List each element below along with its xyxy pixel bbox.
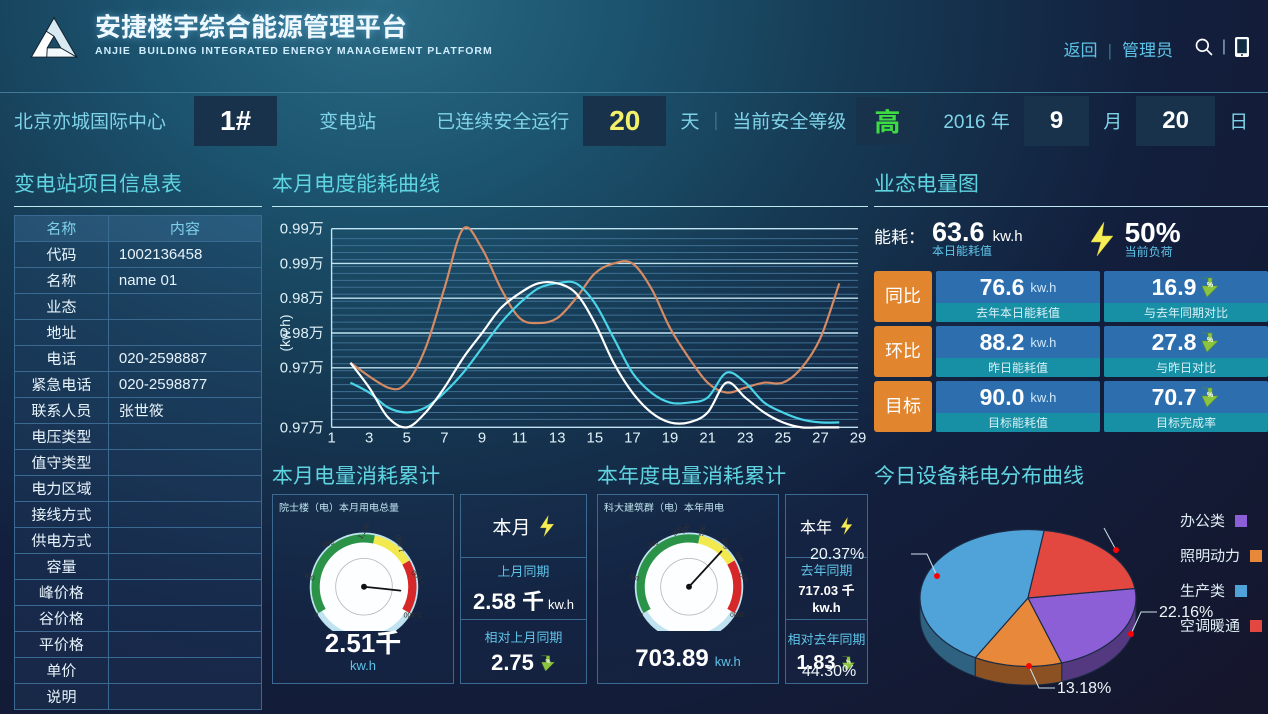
svg-text:500: 500 <box>698 524 708 537</box>
svg-text:%: % <box>1207 392 1214 399</box>
svg-text:3: 3 <box>365 430 373 446</box>
svg-text:1000: 1000 <box>730 611 745 618</box>
svg-text:11: 11 <box>512 430 527 446</box>
svg-text:7: 7 <box>440 430 448 446</box>
svg-text:0.97万: 0.97万 <box>280 361 324 377</box>
svg-text:5: 5 <box>403 430 411 446</box>
svg-text:%: % <box>1207 337 1214 344</box>
svg-text:%: % <box>545 659 550 665</box>
svg-text:27: 27 <box>812 430 829 446</box>
svg-text:0: 0 <box>636 612 644 619</box>
svg-text:19: 19 <box>662 430 679 446</box>
svg-text:13: 13 <box>549 430 566 446</box>
svg-text:20.37%: 20.37% <box>810 546 864 563</box>
svg-text:%: % <box>1207 282 1214 289</box>
svg-text:0.97万: 0.97万 <box>280 420 324 436</box>
svg-text:0.99万: 0.99万 <box>280 256 324 272</box>
svg-text:17: 17 <box>624 430 641 446</box>
svg-text:1: 1 <box>327 430 335 446</box>
svg-text:21: 21 <box>699 430 716 446</box>
svg-text:0.99万: 0.99万 <box>280 222 324 238</box>
svg-text:23: 23 <box>737 430 754 446</box>
svg-text:0: 0 <box>311 611 320 618</box>
svg-text:2,400: 2,400 <box>403 611 421 619</box>
svg-text:15: 15 <box>587 430 604 446</box>
svg-text:13.18%: 13.18% <box>1057 680 1111 697</box>
svg-text:(kw.h): (kw.h) <box>277 314 293 351</box>
svg-text:44.30%: 44.30% <box>802 663 856 680</box>
svg-text:9: 9 <box>478 430 486 446</box>
svg-text:600: 600 <box>721 537 730 549</box>
svg-text:0.98万: 0.98万 <box>280 291 324 307</box>
svg-text:25: 25 <box>775 430 792 446</box>
svg-text:29: 29 <box>850 430 867 446</box>
